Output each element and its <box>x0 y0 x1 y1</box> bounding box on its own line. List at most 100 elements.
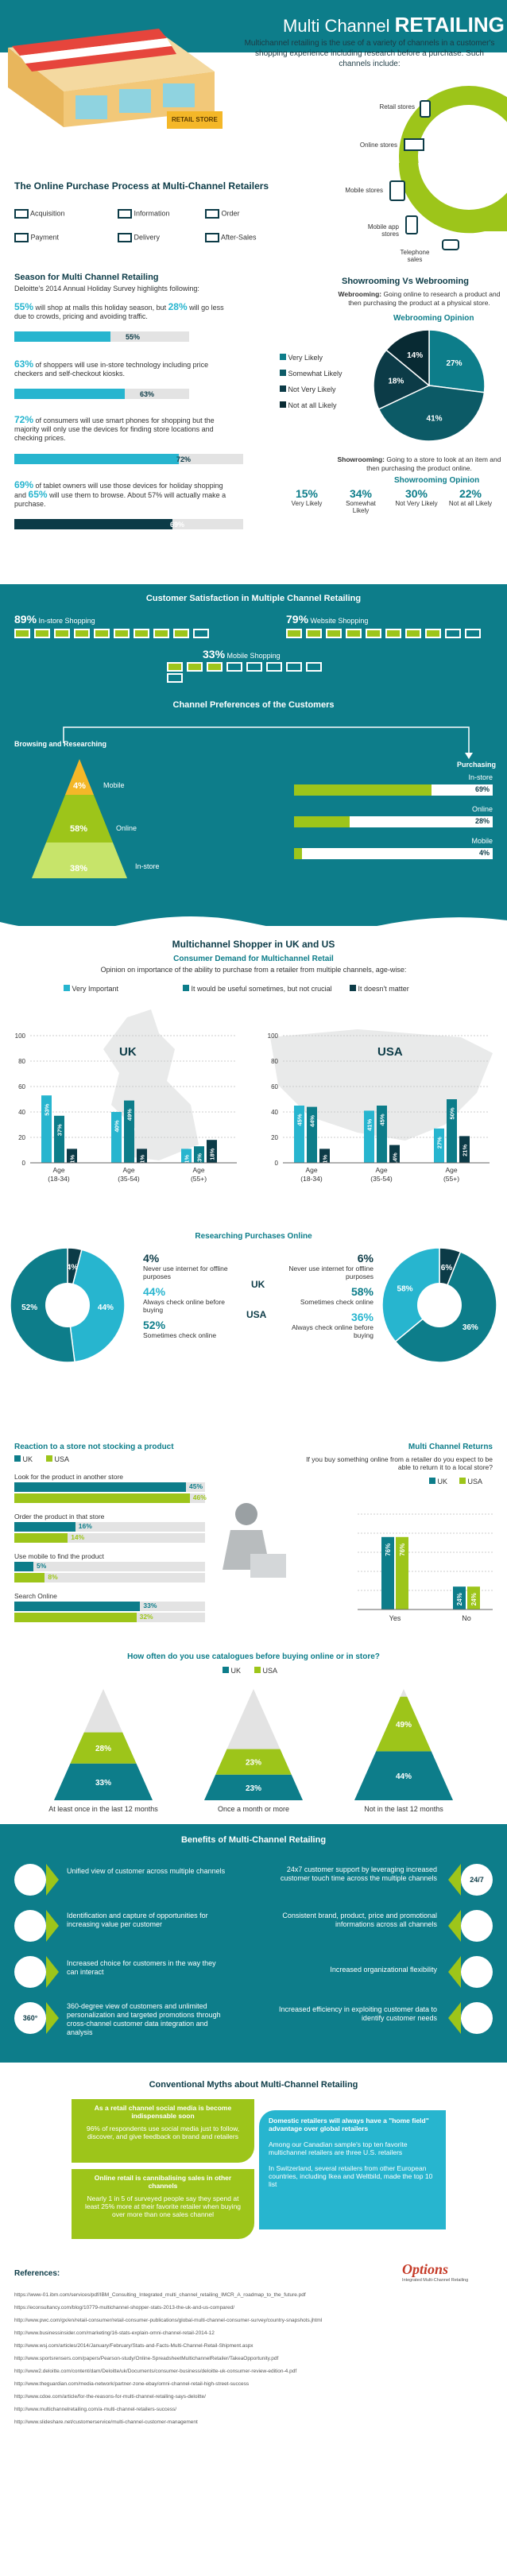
usa-chart-cat-1b: (18-34) <box>300 1175 323 1183</box>
uk-chart-tick-0: 0 <box>22 1160 26 1167</box>
stock-track-2-us: 14% <box>14 1533 205 1543</box>
us-note-2-value: 58% <box>350 1285 373 1298</box>
pref-bar-value-1: 69% <box>474 785 490 793</box>
reference-item[interactable]: http://www.wsj.com/articles/2014/January… <box>14 2343 254 2349</box>
returns-legend-us-label: USA <box>467 1478 483 1486</box>
channel-mobile: Mobile stores <box>345 187 383 194</box>
usa-chart-bar-1-2 <box>307 1106 317 1163</box>
retail-store-illustration <box>8 29 223 129</box>
information-step: Information <box>118 209 170 219</box>
header-title: Multi Channel RETAILING <box>283 13 505 37</box>
reference-item[interactable]: https://econsultancy.com/blog/10779-mult… <box>14 2305 234 2311</box>
telephone-icon <box>442 239 459 250</box>
reference-item[interactable]: https://www-01.ibm.com/services/pdf/IBM_… <box>14 2292 306 2298</box>
uk-chart-bar-2-2 <box>124 1100 134 1163</box>
usa-chart-value-2-2: 45% <box>379 1114 386 1125</box>
ukus-question: Opinion on importance of the ability to … <box>100 966 407 974</box>
reference-item[interactable]: http://www.slideshare.net/customerservic… <box>14 2419 198 2425</box>
ukus-legend-1: Very Important <box>64 985 118 993</box>
process-section: Mobile stores Mobile app stores Telephon… <box>0 163 507 584</box>
usa-chart-bar-1-3 <box>319 1149 330 1163</box>
sat-instore-icons <box>14 629 221 641</box>
show-stat-3: 30% Not Very Likely <box>393 487 440 507</box>
uk-chart-tick-40: 40 <box>18 1109 25 1116</box>
catalogue-us-band-1 <box>70 1732 137 1764</box>
laptop-icon-4 <box>346 629 362 638</box>
benefit-right-4: Increased efficiency in exploiting custo… <box>278 2002 493 2037</box>
season-bar-label-4: 69% <box>170 521 185 529</box>
season-txt-4a: of tablet owners will use those devices … <box>14 482 223 499</box>
acquisition-step: Acquisition <box>14 209 65 219</box>
stock-swatch-uk <box>14 1455 21 1462</box>
catalogue-legend-us: USA <box>254 1667 277 1675</box>
catalogue-uk-band-1 <box>54 1763 153 1800</box>
options-logo: Options Integrated Multi-Channel Retaili… <box>402 2261 497 2293</box>
uk-chart-value-3-2: 13% <box>196 1153 203 1165</box>
degree-360-icon: 360° <box>14 2002 46 2034</box>
reference-item[interactable]: http://www.cdoe.com/article/for-the-reas… <box>14 2394 206 2400</box>
season-text-1: 55% will shop at malls this holiday seas… <box>14 302 229 321</box>
season-bar-fill-3 <box>14 454 180 464</box>
show-stat-1-label: Very Likely <box>291 500 323 507</box>
reference-item[interactable]: http://www2.deloitte.com/content/dam/Del… <box>14 2369 297 2374</box>
stock-value-4-uk: 33% <box>143 1602 157 1610</box>
store-sign: RETAIL STORE <box>172 116 218 123</box>
phone-icon-8 <box>306 662 322 672</box>
uk-chart-cat-1a: Age <box>52 1166 64 1174</box>
uk-chart-bar-1-1 <box>41 1095 52 1163</box>
reference-item[interactable]: http://www.sportsrensers.com/papers/Pear… <box>14 2356 279 2361</box>
reference-item[interactable]: http://www.theguardian.com/media-network… <box>14 2381 250 2387</box>
us-note-3-value: 36% <box>350 1311 373 1323</box>
usa-chart-tick-40: 40 <box>271 1109 278 1116</box>
header-title-light: Multi Channel <box>283 16 395 36</box>
uk-note-2-label: Always check online before buying <box>143 1298 226 1314</box>
sat-website: 79% Website Shopping <box>286 613 368 626</box>
uk-chart-bar-3-1 <box>181 1149 192 1163</box>
uk-research-pie-slice-2 <box>67 1249 126 1363</box>
channel-telephone: Telephone sales <box>400 249 430 263</box>
uk-research-pie: 4% 44% 52% <box>10 1247 126 1363</box>
sat-website-icons <box>286 629 493 641</box>
shopper-illustration <box>223 1503 286 1578</box>
pref-bar-fill-2 <box>294 816 350 827</box>
uk-chart-bar-1-2 <box>54 1115 64 1163</box>
ukus-legend-label-2: It would be useful sometimes, but not cr… <box>191 985 332 993</box>
season-bar-track-3 <box>14 454 243 464</box>
uk-research-pie-label-1: 4% <box>67 1263 79 1272</box>
uk-chart-cat-3a: Age <box>192 1166 204 1174</box>
stock-row-3: Use mobile to find the product 5% 8% <box>14 1552 205 1589</box>
stock-track-1-uk: 45% <box>14 1482 205 1492</box>
webrooming-pie: 27% 41% 18% 14% <box>373 329 486 442</box>
uk-chart-value-1-1: 53% <box>44 1103 51 1115</box>
choice-icon <box>14 1956 46 1988</box>
sat-mobile-label: Mobile Shopping <box>226 652 281 660</box>
usa-chart-value-1-1: 45% <box>296 1114 304 1125</box>
webrooming-pie-label-4: 14% <box>407 351 423 360</box>
season-txt-1a: will shop at malls this holiday season, … <box>33 304 168 312</box>
season-bar-track-4 <box>14 519 243 529</box>
usa-chart-value-2-3: 14% <box>392 1152 399 1164</box>
catalogue-uk-value-2: 23% <box>246 1784 261 1793</box>
pref-online-label: Online <box>116 824 137 832</box>
usa-chart-tick-80: 80 <box>271 1058 278 1065</box>
reference-item[interactable]: http://www.multichannelretailing.com/a-m… <box>14 2407 177 2412</box>
myth-3-body-2: In Switzerland, several retailers from o… <box>269 2164 433 2188</box>
pref-bar-fill-3 <box>294 848 302 859</box>
catalogue-us-value-3: 49% <box>396 1721 412 1730</box>
ukus-subtitle: Consumer Demand for Multichannel Retail <box>173 955 334 963</box>
reference-item[interactable]: http://www.businessinsider.com/marketing… <box>14 2330 215 2336</box>
benefit-right-1-arrow <box>448 1864 461 1896</box>
benefit-left-2: Identification and capture of opportunit… <box>14 1910 229 1945</box>
laptop-icon-8 <box>425 629 441 638</box>
usa-chart-cat-3b: (55+) <box>443 1175 459 1183</box>
laptop-icon-7 <box>405 629 421 638</box>
usa-map <box>270 1029 493 1141</box>
opportunity-icon <box>14 1910 46 1942</box>
webrooming-pie-label-1: 27% <box>446 359 462 368</box>
header-section: RETAIL STORE Multi Channel RETAILING Mul… <box>0 0 507 163</box>
sat-instore-value: 89% <box>14 613 37 626</box>
reference-item[interactable]: http://www.pwc.com/gx/en/retail-consumer… <box>14 2318 323 2323</box>
stock-row-label-3: Use mobile to find the product <box>14 1552 104 1560</box>
stock-legend: UK USA <box>14 1455 110 1465</box>
catalogue-uk-value-1: 33% <box>95 1779 111 1788</box>
